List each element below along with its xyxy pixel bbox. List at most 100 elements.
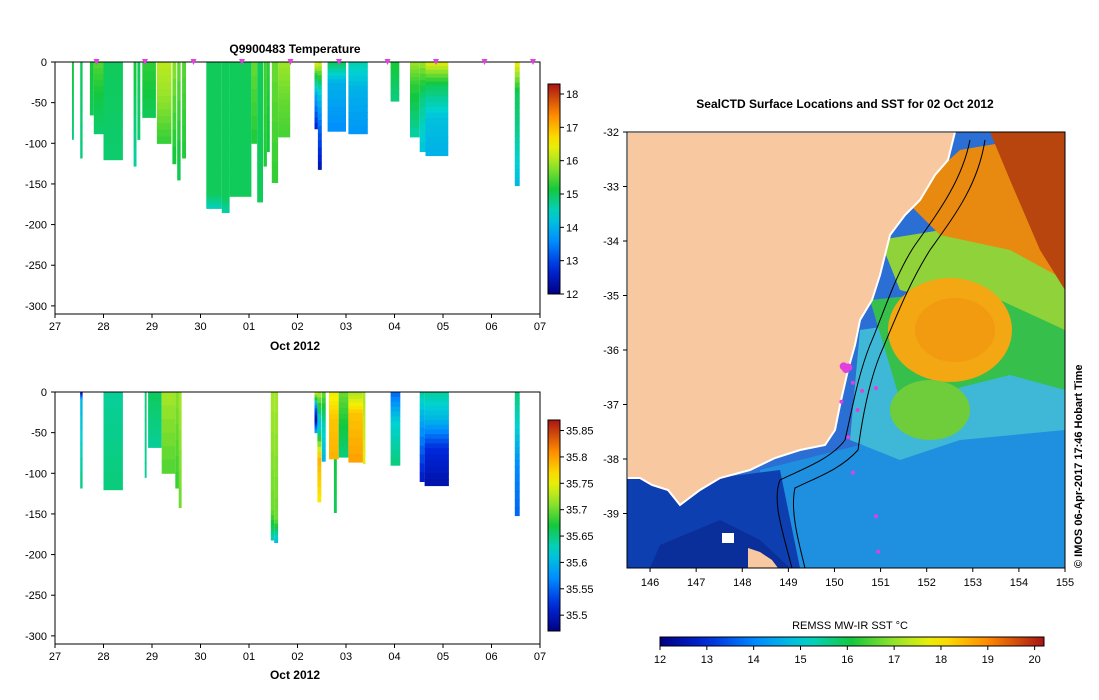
- temperature-profile-0: [72, 113, 74, 121]
- temperature-profile-11: [182, 141, 186, 159]
- surface-marker: [336, 59, 342, 65]
- salinity-profile-19: [424, 410, 449, 416]
- temperature-title: Q9900483 Temperature: [229, 42, 361, 56]
- temperature-profile-21: [314, 95, 318, 102]
- salinity-profile-9: [333, 472, 337, 493]
- temperature-profile-12: [206, 127, 222, 151]
- map-x-tick-label: 155: [1056, 577, 1074, 589]
- temperature-x-tick-label: 27: [49, 321, 61, 333]
- salinity-profile-10: [314, 424, 318, 428]
- salinity-profile-19: [424, 420, 449, 426]
- temperature-profile-3: [93, 79, 104, 87]
- salinity-profile-11: [317, 413, 322, 420]
- temperature-profile-22: [317, 88, 322, 96]
- salinity-profile-12: [321, 443, 326, 451]
- sst-warm-core-north: [990, 132, 1065, 290]
- salinity-profile-0: [80, 429, 83, 445]
- salinity-profile-10: [314, 402, 318, 407]
- map-x-tick-label: 147: [687, 577, 705, 589]
- salinity-profile-7: [270, 451, 275, 472]
- sst-map: [627, 132, 1065, 568]
- temperature-profile-28: [425, 118, 449, 125]
- salinity-profile-11: [317, 419, 322, 426]
- salinity-profile-20: [514, 404, 520, 412]
- temperature-profile-21: [314, 73, 318, 76]
- salinity-colorbar-tick-label: 35.8: [566, 452, 587, 464]
- sst-colorbar-tick-label: 16: [841, 654, 853, 666]
- temperature-profile-29: [514, 136, 520, 143]
- temperature-profile-29: [514, 123, 520, 131]
- temperature-profile-22: [317, 84, 322, 90]
- salinity-profile-11: [317, 446, 322, 453]
- temperature-profile-13: [221, 197, 230, 201]
- temperature-profile-25: [390, 75, 400, 83]
- temperature-profile-10: [177, 160, 181, 181]
- temperature-profile-7: [142, 80, 156, 91]
- temperature-profile-20: [278, 99, 291, 107]
- salinity-profile-13: [329, 396, 339, 402]
- temperature-profile-5: [133, 62, 137, 80]
- temperature-profile-5: [133, 131, 137, 150]
- temperature-profile-27: [419, 97, 426, 108]
- salinity-profile-19: [424, 466, 449, 474]
- temperature-profile-1: [80, 141, 83, 159]
- salinity-profile-6: [178, 430, 182, 451]
- salinity-profile-0: [80, 414, 83, 430]
- salinity-profile-1: [103, 457, 123, 474]
- map-x-tick-label: 149: [779, 577, 797, 589]
- salinity-y-tick-label: -250: [25, 590, 47, 602]
- salinity-profile-20: [514, 490, 520, 500]
- temperature-profile-27: [419, 73, 426, 81]
- sst-colorbar-tick-label: 17: [888, 654, 900, 666]
- temperature-profile-20: [278, 124, 291, 132]
- temperature-profile-29: [514, 108, 520, 114]
- salinity-profile-19: [424, 415, 449, 421]
- temperature-profile-12: [206, 171, 222, 195]
- temperature-profile-24: [348, 85, 368, 92]
- temperature-profile-27: [419, 115, 426, 126]
- salinity-profile-19: [424, 396, 449, 402]
- temperature-x-tick-label: 01: [243, 321, 255, 333]
- salinity-profile-19: [424, 473, 449, 480]
- salinity-profile-7: [270, 520, 275, 526]
- salinity-profile-10: [314, 400, 318, 404]
- temperature-profile-16: [257, 108, 263, 133]
- temperature-profile-13: [221, 84, 230, 108]
- salinity-profile-10: [314, 408, 318, 411]
- temperature-profile-8: [156, 123, 172, 131]
- temperature-profile-29: [514, 82, 520, 89]
- temperature-profile-24: [348, 76, 368, 82]
- temperature-profile-7: [142, 108, 156, 118]
- temperature-x-tick-label: 03: [340, 321, 352, 333]
- sst-warm-eddy-core: [915, 298, 995, 362]
- salinity-profile-2: [144, 392, 147, 407]
- temperature-profile-23: [327, 75, 346, 80]
- temperature-profile-22: [317, 107, 322, 115]
- temperature-profile-21: [314, 66, 318, 70]
- seal-position-marker: [850, 470, 855, 475]
- temperature-colorbar: [547, 83, 561, 295]
- salinity-profile-12: [321, 432, 326, 439]
- isobath-shallow: [776, 139, 971, 568]
- salinity-profile-16: [363, 403, 366, 417]
- temperature-profile-10: [177, 140, 181, 161]
- temperature-profile-8: [156, 116, 172, 124]
- temperature-profile-0: [72, 107, 74, 114]
- temperature-profile-11: [182, 94, 186, 111]
- temperature-profile-17: [263, 114, 267, 132]
- salinity-colorbar-tick-label: 35.85: [566, 426, 594, 438]
- temperature-y-tick-label: -100: [25, 138, 47, 150]
- temperature-profile-27: [419, 124, 426, 135]
- temperature-profile-28: [425, 107, 449, 114]
- temperature-profile-3: [93, 85, 104, 93]
- temperature-profile-12: [206, 83, 222, 107]
- temperature-profile-29: [514, 103, 520, 109]
- temperature-profile-8: [156, 102, 172, 110]
- salinity-x-tick-label: 28: [97, 651, 109, 663]
- salinity-profile-18: [419, 427, 425, 438]
- salinity-profile-3: [148, 392, 162, 402]
- salinity-plot-frame: [54, 391, 541, 645]
- salinity-profile-6: [178, 411, 182, 431]
- temperature-profile-0: [72, 132, 74, 140]
